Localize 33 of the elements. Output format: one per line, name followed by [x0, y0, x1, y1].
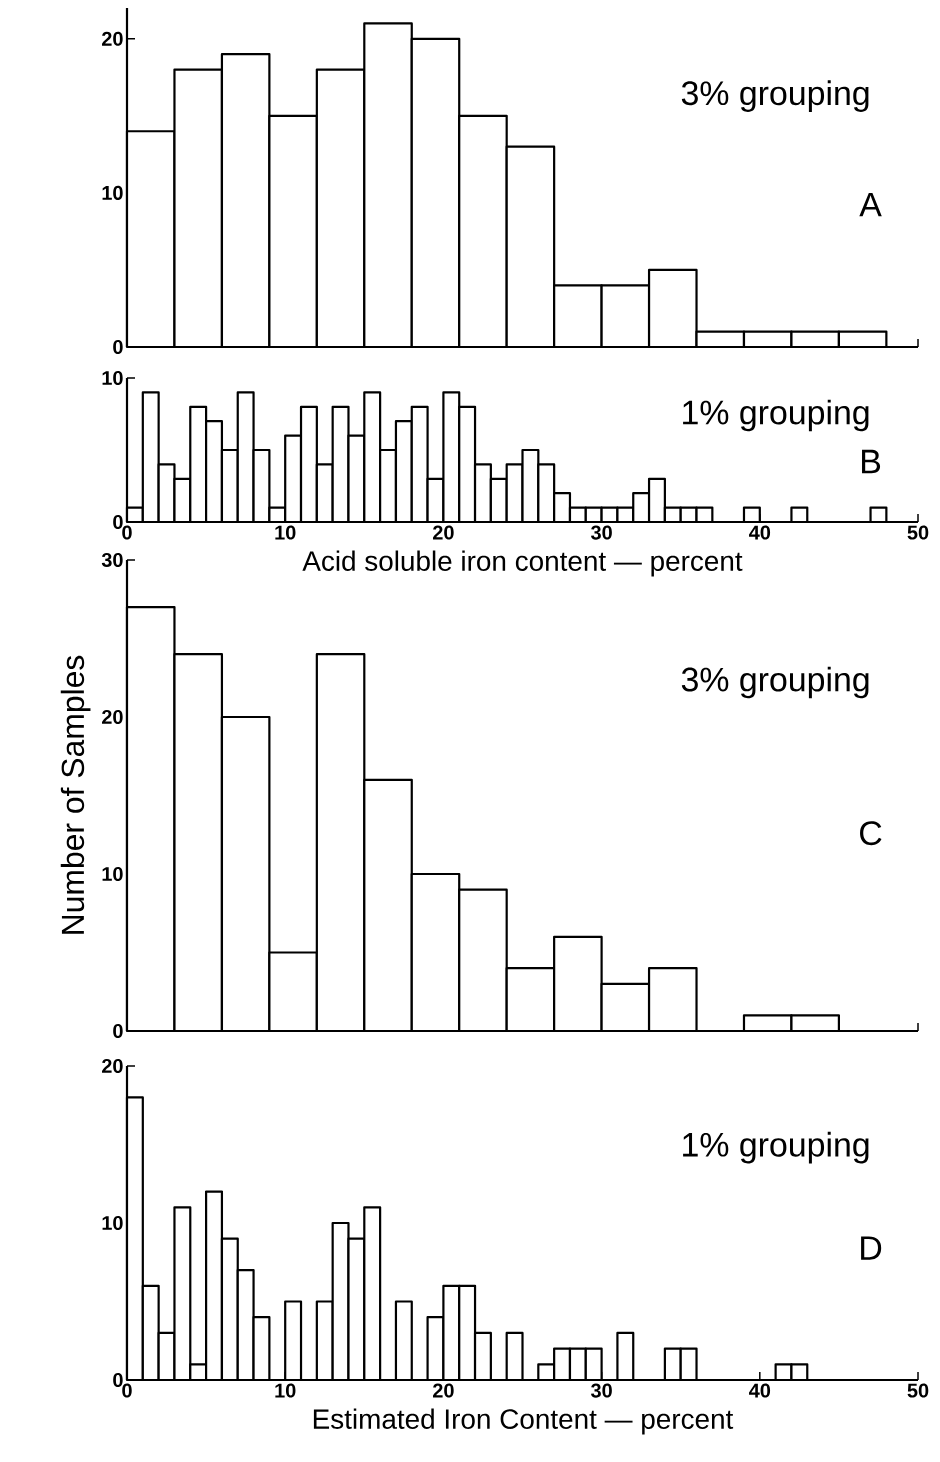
x-tick-label: 10: [275, 525, 296, 540]
x-tick-label: 20: [433, 1383, 454, 1398]
x-tick-label: 30: [590, 1383, 612, 1398]
x-tick-label: 40: [749, 1383, 771, 1398]
y-tick-label: 0: [113, 514, 123, 530]
y-tick-label: 20: [102, 1058, 123, 1074]
annotation: B: [862, 449, 881, 474]
annotation: 1% grouping: [683, 1131, 869, 1164]
annotation: 3% grouping: [681, 666, 869, 699]
annotation: A: [859, 192, 882, 217]
x-tick-label: 50: [907, 1383, 929, 1398]
y-tick-label: 20: [102, 31, 123, 46]
x-tick-label: 50: [907, 525, 929, 540]
annotation: D: [861, 1236, 882, 1260]
y-tick-label: 0: [113, 1372, 123, 1388]
x-axis-title: Acid soluble iron content — percent: [302, 550, 743, 577]
annotation: C: [860, 821, 882, 846]
x-tick-label: 40: [749, 525, 771, 540]
y-tick-label: 0: [113, 1023, 123, 1039]
y-tick-label: 10: [102, 185, 123, 200]
x-axis-title: Estimated Iron Content — percent: [313, 1408, 734, 1435]
x-tick-label: 20: [433, 525, 454, 540]
y-axis-title: Number of Samples: [60, 655, 91, 934]
y-tick-label: 10: [102, 1215, 123, 1231]
y-tick-label: 0: [113, 339, 123, 355]
y-tick-label: 30: [101, 552, 123, 568]
annotation: 3% grouping: [681, 80, 869, 112]
y-tick-label: 10: [102, 370, 123, 386]
y-tick-label: 10: [102, 866, 123, 882]
annotation: 1% grouping: [683, 399, 869, 432]
x-tick-label: 30: [590, 525, 612, 540]
x-tick-label: 10: [275, 1383, 296, 1398]
y-tick-label: 20: [102, 709, 123, 725]
